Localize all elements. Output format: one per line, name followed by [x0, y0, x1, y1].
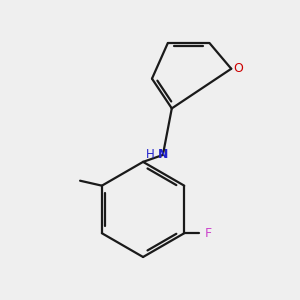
Text: N: N — [158, 148, 168, 161]
Text: F: F — [205, 227, 212, 240]
Text: H: H — [146, 148, 154, 161]
Text: O: O — [233, 62, 243, 75]
